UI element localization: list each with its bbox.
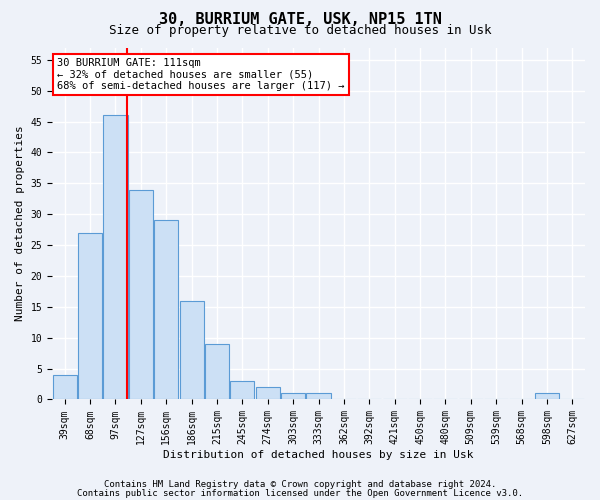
Text: Contains public sector information licensed under the Open Government Licence v3: Contains public sector information licen…: [77, 489, 523, 498]
Text: 30 BURRIUM GATE: 111sqm
← 32% of detached houses are smaller (55)
68% of semi-de: 30 BURRIUM GATE: 111sqm ← 32% of detache…: [58, 58, 345, 92]
X-axis label: Distribution of detached houses by size in Usk: Distribution of detached houses by size …: [163, 450, 474, 460]
Y-axis label: Number of detached properties: Number of detached properties: [15, 126, 25, 322]
Text: Contains HM Land Registry data © Crown copyright and database right 2024.: Contains HM Land Registry data © Crown c…: [104, 480, 496, 489]
Bar: [281, 394, 305, 400]
Bar: [154, 220, 178, 400]
Text: Size of property relative to detached houses in Usk: Size of property relative to detached ho…: [109, 24, 491, 37]
Bar: [129, 190, 153, 400]
Text: 30, BURRIUM GATE, USK, NP15 1TN: 30, BURRIUM GATE, USK, NP15 1TN: [158, 12, 442, 28]
Bar: [103, 116, 128, 400]
Bar: [535, 394, 559, 400]
Bar: [230, 381, 254, 400]
Bar: [179, 300, 203, 400]
Bar: [205, 344, 229, 400]
Bar: [256, 387, 280, 400]
Bar: [307, 394, 331, 400]
Bar: [53, 375, 77, 400]
Bar: [78, 232, 102, 400]
